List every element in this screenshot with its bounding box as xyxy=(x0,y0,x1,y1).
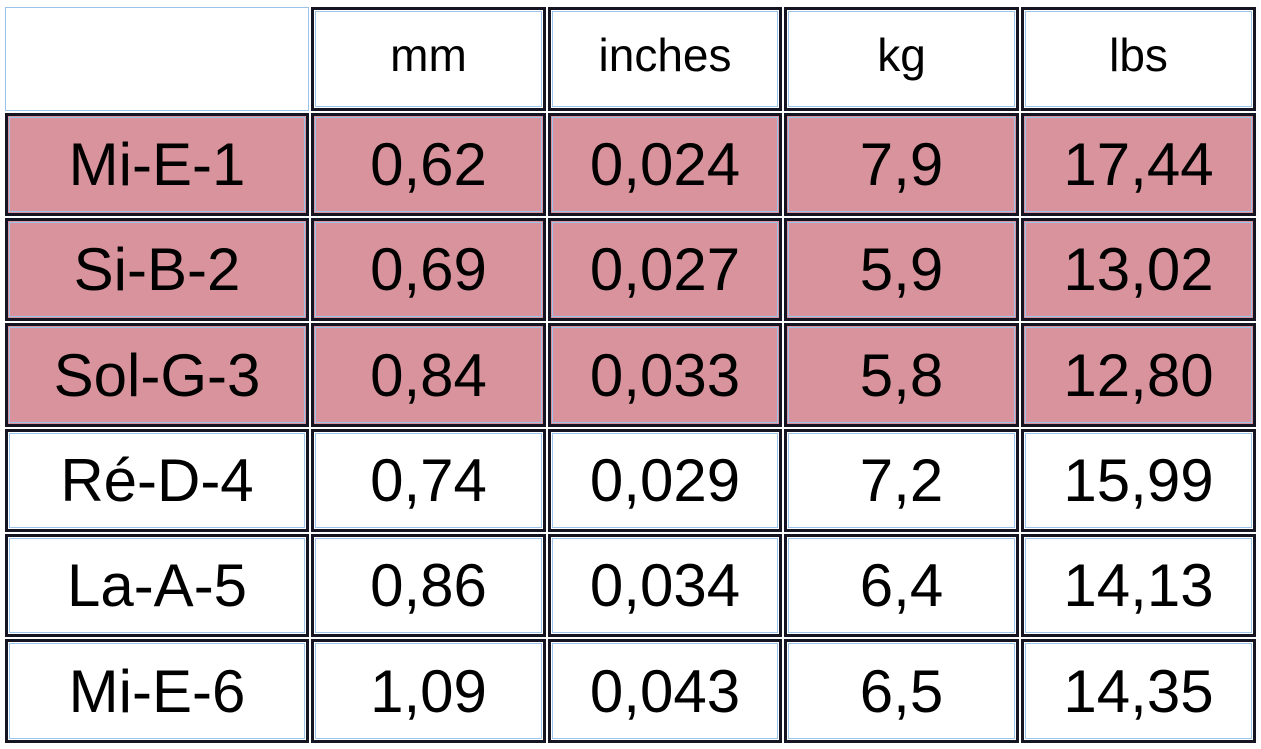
table-cell: 0,029 xyxy=(548,429,782,532)
table-cell: 12,80 xyxy=(1021,323,1256,427)
data-table: mm inches kg lbs Mi-E-1 0,62 0,024 7,9 17,44 Si-B… xyxy=(4,6,1257,745)
table-cell: 6,5 xyxy=(784,639,1019,743)
table-cell: 7,2 xyxy=(784,429,1019,532)
table-cell: 13,02 xyxy=(1021,218,1256,321)
table-cell: 0,034 xyxy=(548,534,782,637)
table-cell: 0,74 xyxy=(311,429,546,532)
row-label: Mi-E-6 xyxy=(5,639,309,743)
column-header: kg xyxy=(784,7,1019,111)
row-label: Sol-G-3 xyxy=(5,323,309,427)
table-cell: 5,8 xyxy=(784,323,1019,427)
column-header: mm xyxy=(311,7,546,111)
corner-cell xyxy=(5,7,309,111)
column-header: lbs xyxy=(1021,7,1256,111)
table-cell: 0,86 xyxy=(311,534,546,637)
table-cell: 0,033 xyxy=(548,323,782,427)
table-cell: 14,35 xyxy=(1021,639,1256,743)
table-cell: 15,99 xyxy=(1021,429,1256,532)
row-label: Si-B-2 xyxy=(5,218,309,321)
table-cell: 0,69 xyxy=(311,218,546,321)
table-cell: 14,13 xyxy=(1021,534,1256,637)
table-cell: 7,9 xyxy=(784,113,1019,216)
table-cell: 0,043 xyxy=(548,639,782,743)
table-cell: 0,027 xyxy=(548,218,782,321)
table-cell: 0,62 xyxy=(311,113,546,216)
table-cell: 6,4 xyxy=(784,534,1019,637)
column-header: inches xyxy=(548,7,782,111)
table-cell: 0,024 xyxy=(548,113,782,216)
row-label: Ré-D-4 xyxy=(5,429,309,532)
table-cell: 0,84 xyxy=(311,323,546,427)
table-cell: 1,09 xyxy=(311,639,546,743)
row-label: La-A-5 xyxy=(5,534,309,637)
row-label: Mi-E-1 xyxy=(5,113,309,216)
table-cell: 5,9 xyxy=(784,218,1019,321)
table-cell: 17,44 xyxy=(1021,113,1256,216)
